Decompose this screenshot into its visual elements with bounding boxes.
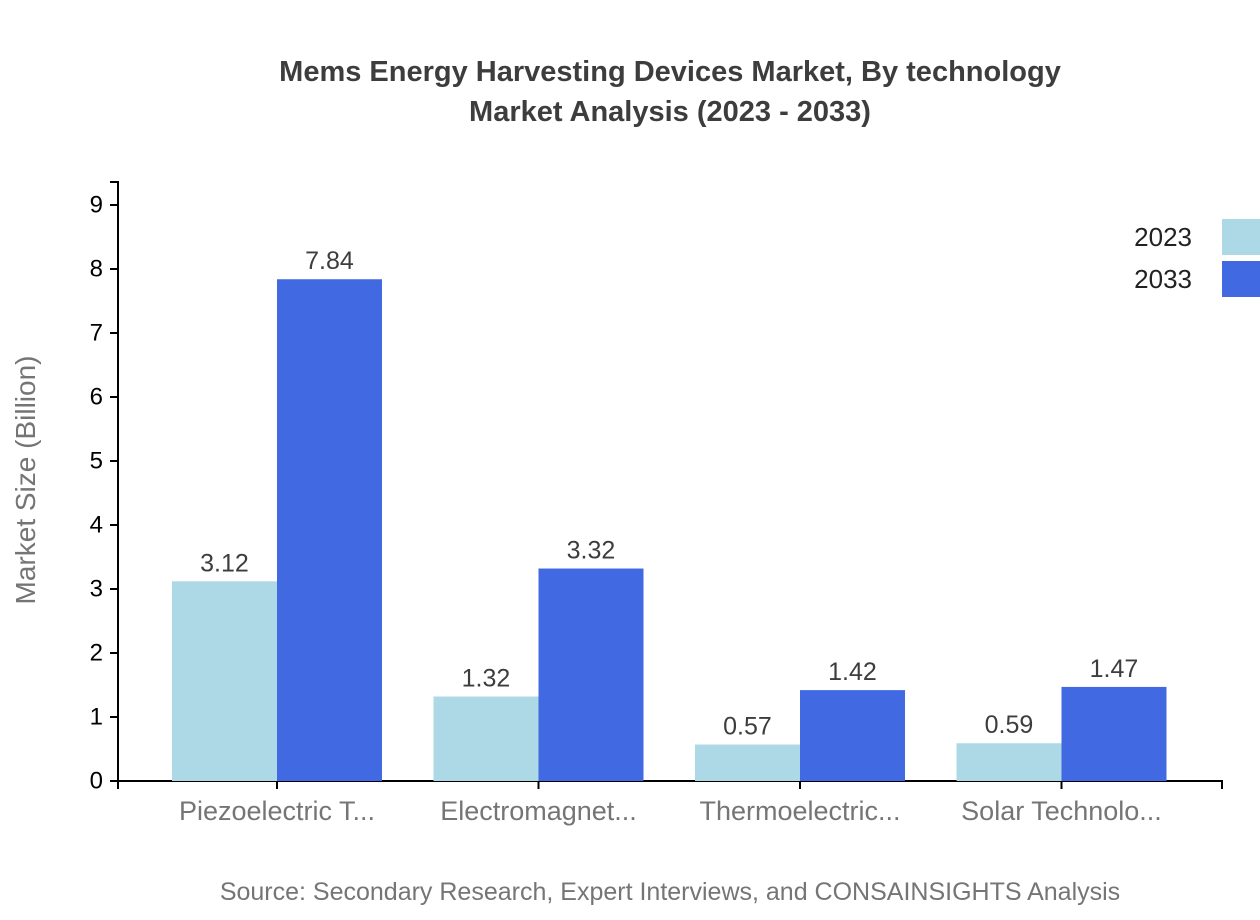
- x-axis-line: [117, 780, 1223, 789]
- legend-swatch-2033: [1222, 261, 1260, 297]
- legend-label-2033: 2033: [1134, 263, 1192, 294]
- bar-value-label: 1.47: [1090, 655, 1139, 683]
- y-tick-label: 1: [90, 704, 103, 731]
- chart-legend: 2023 2033: [1134, 219, 1260, 297]
- x-category-label: Piezoelectric T...: [179, 796, 375, 826]
- bar-value-label: 0.57: [723, 713, 772, 741]
- y-tick-label: 5: [90, 448, 103, 475]
- y-tick-label: 9: [90, 192, 103, 219]
- y-tick-label: 7: [90, 320, 103, 347]
- bar-value-label: 1.32: [462, 665, 511, 693]
- chart-title-line-1: Mems Energy Harvesting Devices Market, B…: [279, 56, 1061, 88]
- y-tick-label: 8: [90, 256, 103, 283]
- legend-label-2023: 2023: [1134, 221, 1192, 252]
- bar-2033: [800, 690, 905, 781]
- legend-swatch-2023: [1222, 219, 1260, 255]
- chart-title-line-2: Market Analysis (2023 - 2033): [469, 96, 871, 128]
- bar-2023: [956, 743, 1062, 781]
- x-category-label: Solar Technolo...: [961, 796, 1162, 826]
- y-axis-title: Market Size (Billion): [10, 356, 41, 605]
- y-tick-label: 4: [90, 512, 103, 539]
- y-tick-label: 3: [90, 576, 103, 603]
- legend-item-2033: 2033: [1134, 261, 1260, 297]
- bar-value-label: 0.59: [985, 711, 1034, 739]
- x-category-label: Electromagnet...: [440, 796, 637, 826]
- y-tick-label: 6: [90, 384, 103, 411]
- x-category-label: Thermoelectric...: [699, 796, 900, 826]
- bar-value-label: 3.12: [200, 549, 249, 577]
- bar-2023: [172, 581, 277, 781]
- legend-item-2023: 2023: [1134, 219, 1260, 255]
- bar-value-label: 3.32: [567, 537, 616, 565]
- source-text: Source: Secondary Research, Expert Inter…: [219, 878, 1121, 906]
- bar-2033: [277, 279, 382, 781]
- bar-2033: [538, 568, 644, 781]
- y-tick-label: 2: [90, 640, 103, 667]
- bar-value-label: 1.42: [828, 658, 877, 686]
- bar-2023: [695, 744, 800, 781]
- bar-2033: [1061, 686, 1167, 781]
- bar-value-label: 7.84: [305, 247, 354, 275]
- y-axis-line: [110, 181, 119, 781]
- chart-title: Mems Energy Harvesting Devices Market, B…: [80, 52, 1260, 132]
- bar-2023: [433, 696, 539, 781]
- y-tick-label: 0: [90, 768, 103, 795]
